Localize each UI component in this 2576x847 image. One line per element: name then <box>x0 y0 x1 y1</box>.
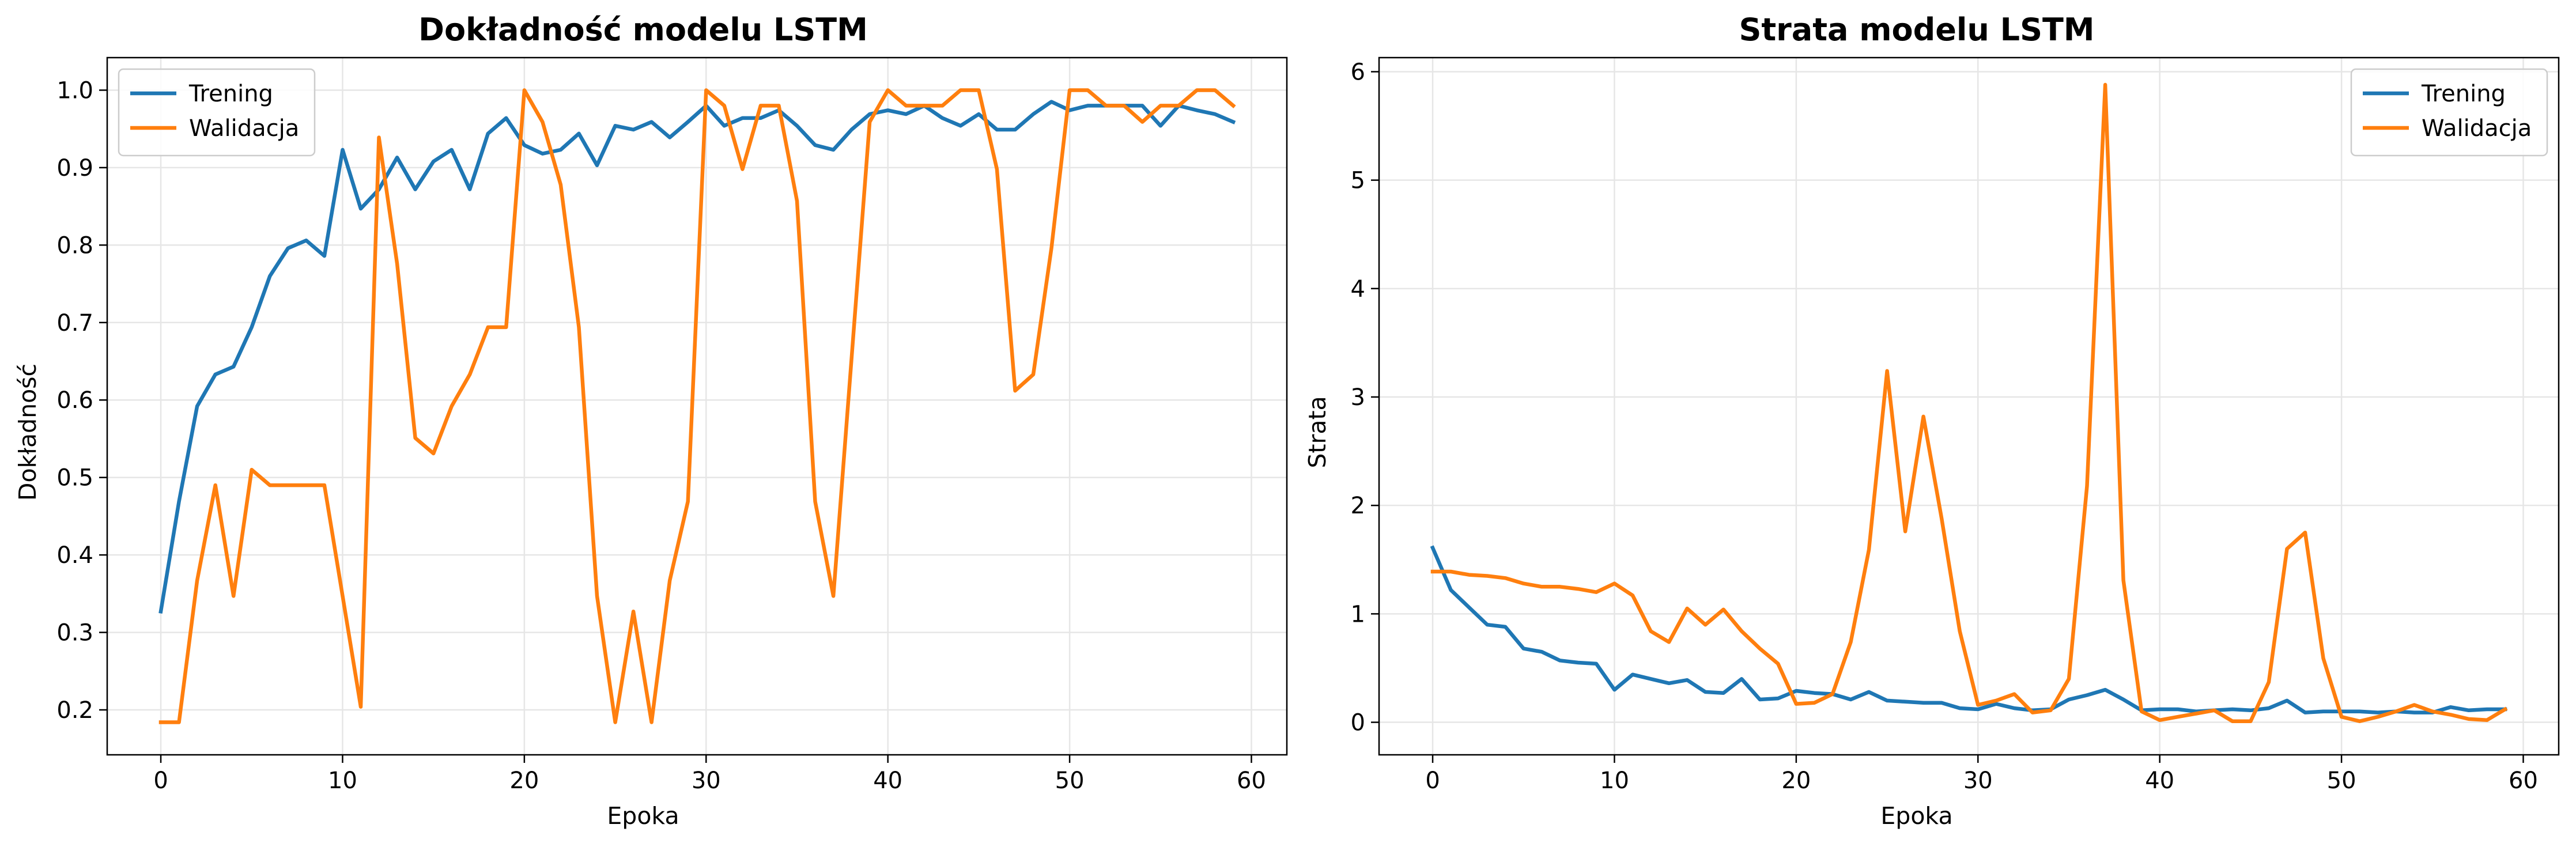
x-axis-label: Epoka <box>1880 802 1952 830</box>
legend: Trening Walidacja <box>2350 68 2548 157</box>
x-tick-label: 0 <box>153 767 168 794</box>
x-tick-label: 20 <box>1781 767 1811 794</box>
y-tick-label: 4 <box>1351 276 1365 302</box>
x-tick-label: 30 <box>1963 767 1993 794</box>
legend-label: Trening <box>188 81 273 107</box>
x-tick-label: 60 <box>2509 767 2538 794</box>
y-tick-label: 1.0 <box>56 77 93 104</box>
series-line-trening <box>1430 545 2507 714</box>
series-line-walidacja <box>158 88 1236 724</box>
legend-box <box>2350 68 2548 157</box>
x-tick-label: 60 <box>1237 767 1266 794</box>
plot-frame <box>106 56 1288 756</box>
y-tick-label: 0.3 <box>56 620 93 646</box>
x-tick-label: 20 <box>509 767 539 794</box>
legend-box <box>118 68 316 157</box>
x-tick-label: 0 <box>1425 767 1440 794</box>
y-tick-label: 0.6 <box>56 387 93 414</box>
accuracy-chart: Dokładność modelu LSTM Epoka Dokładność … <box>14 12 1288 830</box>
x-tick-label: 30 <box>692 767 721 794</box>
legend: Trening Walidacja <box>118 68 316 157</box>
y-axis-label: Dokładność <box>14 364 41 501</box>
plot-frame <box>1378 56 2560 756</box>
y-axis-label: Strata <box>1304 396 1331 468</box>
y-tick-label: 0.7 <box>56 310 93 336</box>
chart-title: Strata modelu LSTM <box>1739 12 2094 48</box>
chart-title: Dokładność modelu LSTM <box>418 12 868 48</box>
x-tick-label: 40 <box>873 767 902 794</box>
y-tick-label: 0.9 <box>56 155 93 181</box>
series-line-walidacja <box>1430 82 2508 723</box>
series-line-trening <box>158 100 1236 614</box>
x-tick-label: 10 <box>1600 767 1629 794</box>
y-tick-label: 6 <box>1351 59 1365 85</box>
loss-chart: Strata modelu LSTM Epoka Strata 0 10 20 30 4… <box>1304 12 2560 830</box>
y-tick-label: 0.8 <box>56 232 93 259</box>
y-tick-label: 0.5 <box>56 465 93 491</box>
y-tick-label: 3 <box>1351 384 1365 411</box>
y-tick-label: 0 <box>1351 710 1365 736</box>
x-tick-label: 40 <box>2145 767 2174 794</box>
y-tick-label: 2 <box>1351 493 1365 519</box>
x-tick-label: 50 <box>1055 767 1085 794</box>
y-tick-label: 1 <box>1351 601 1365 627</box>
y-tick-label: 5 <box>1351 168 1365 194</box>
x-tick-label: 10 <box>328 767 357 794</box>
x-axis-label: Epoka <box>607 802 679 830</box>
y-tick-label: 0.4 <box>56 542 93 569</box>
x-tick-label: 50 <box>2327 767 2356 794</box>
legend-label: Walidacja <box>2422 115 2532 142</box>
y-tick-label: 0.2 <box>56 697 93 724</box>
legend-label: Walidacja <box>189 115 299 142</box>
legend-label: Trening <box>2421 81 2506 107</box>
